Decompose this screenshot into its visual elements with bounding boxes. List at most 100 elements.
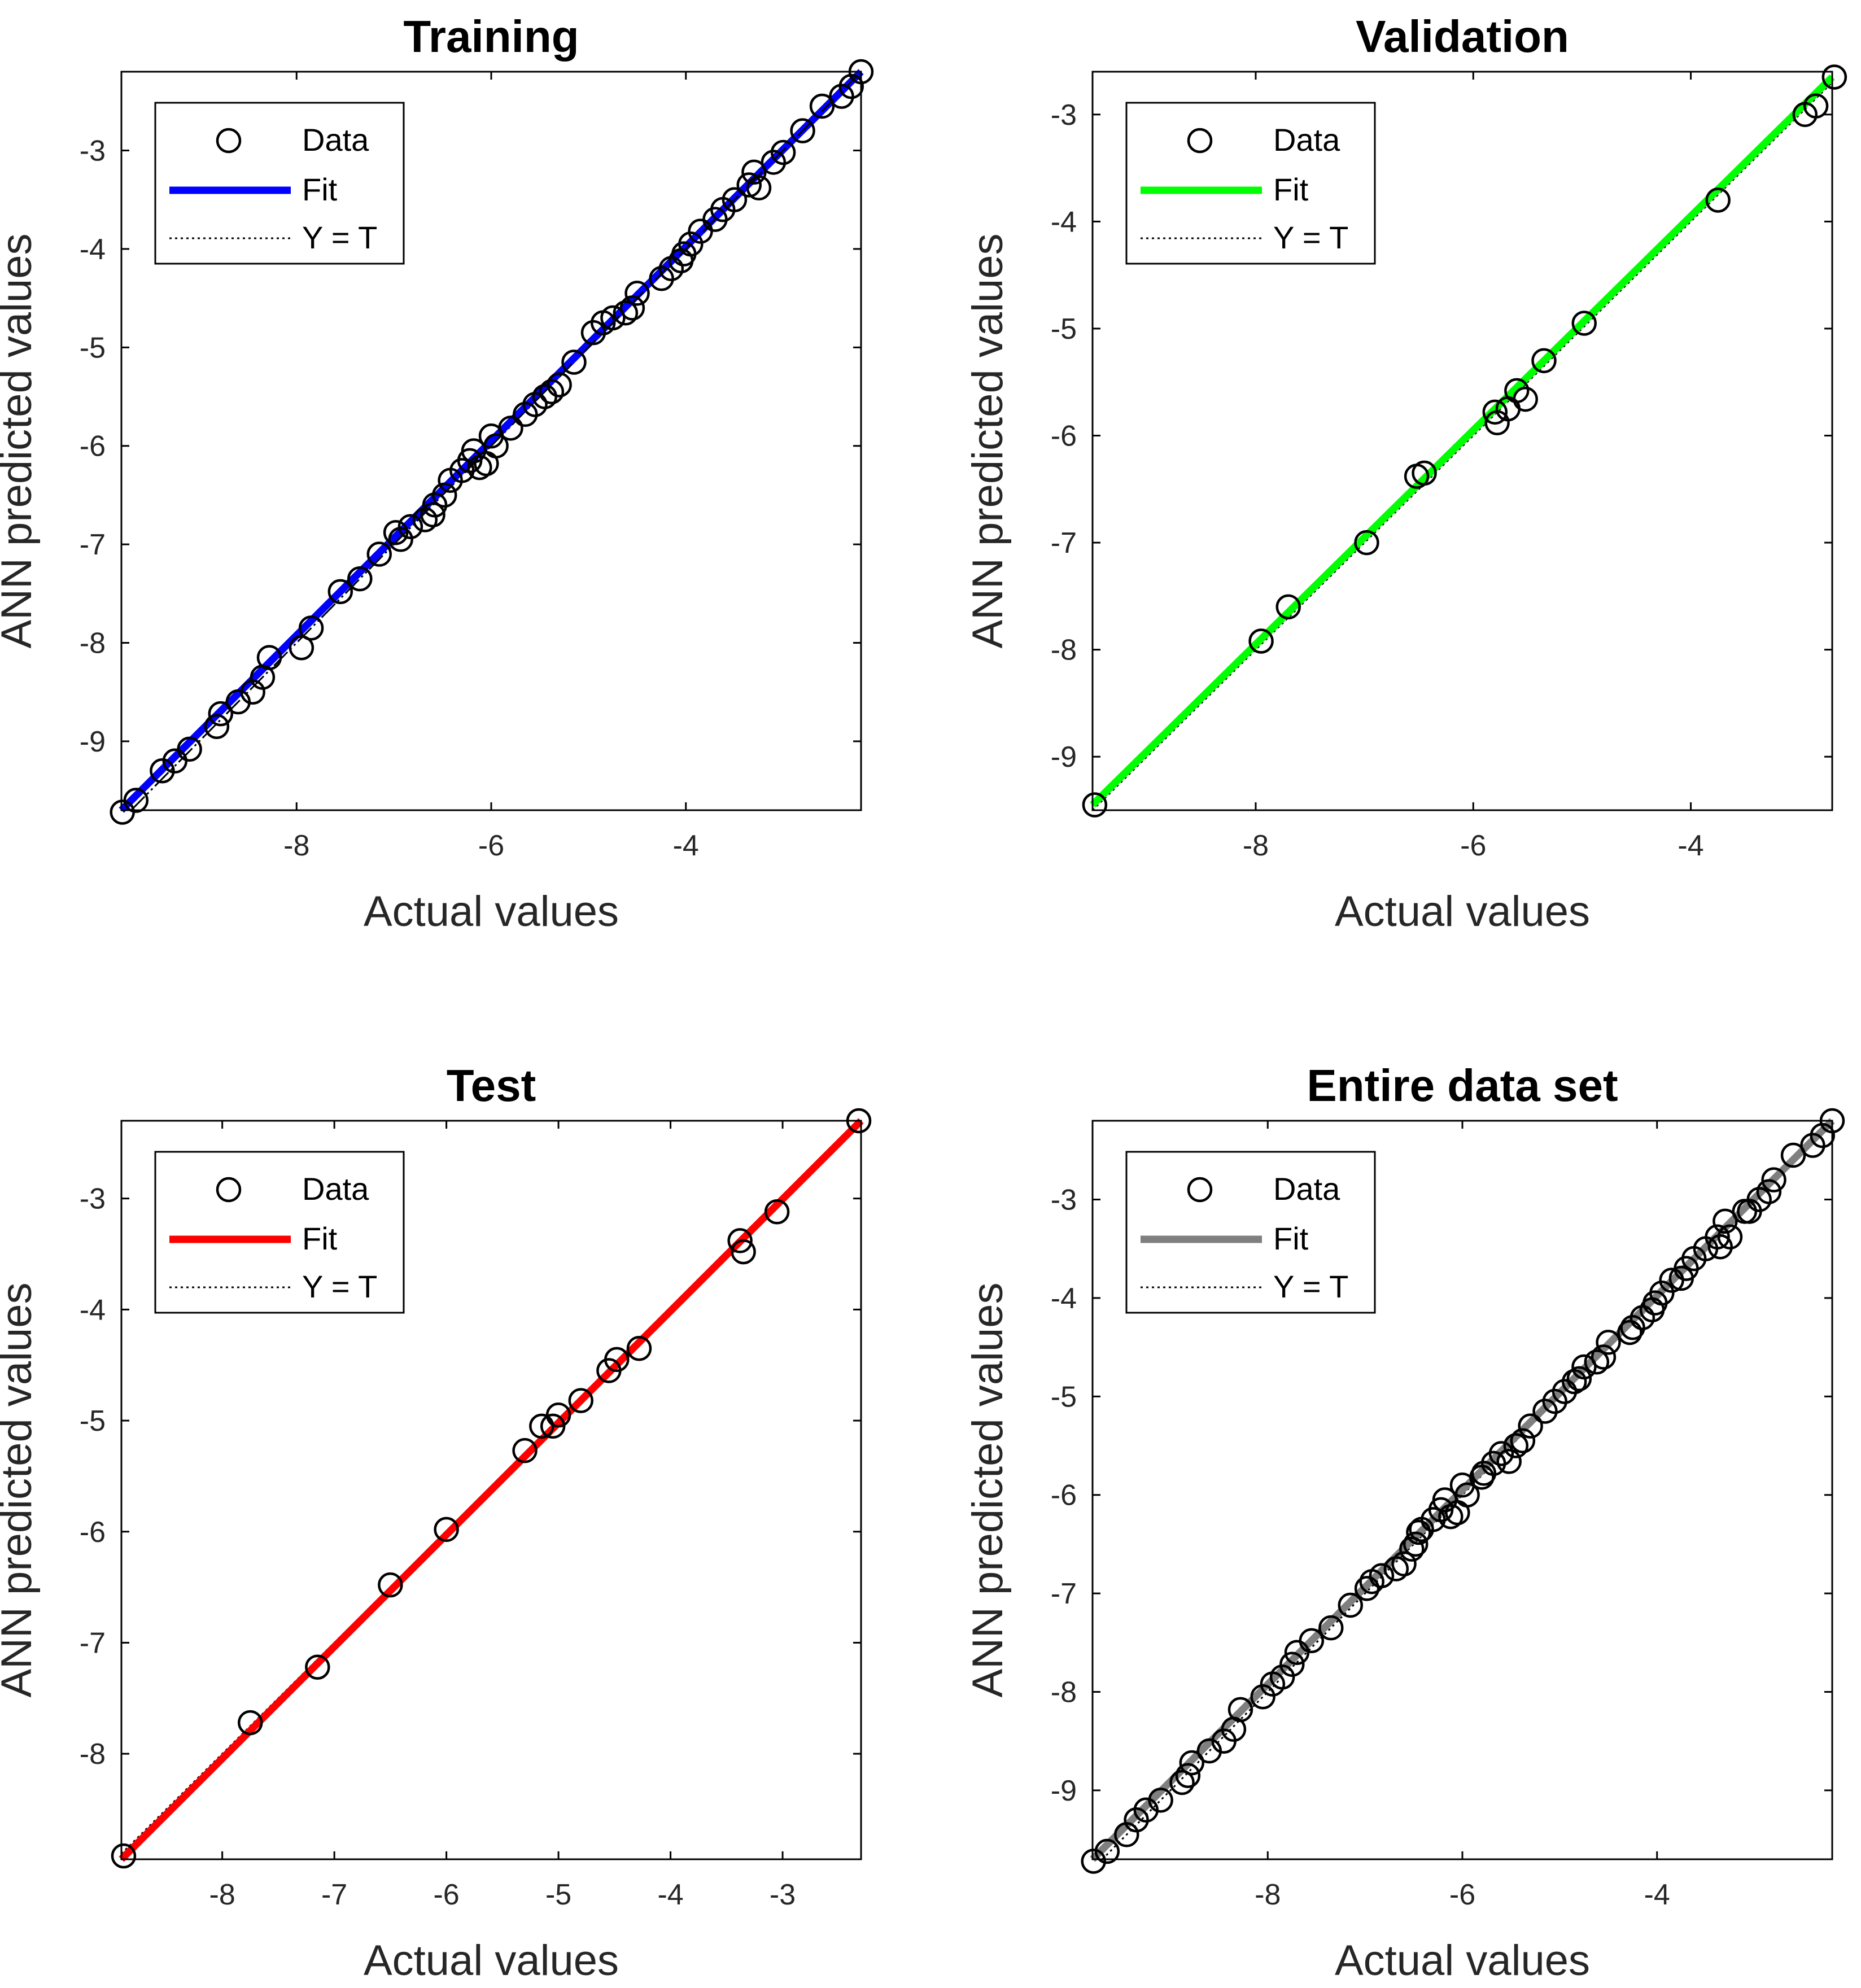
chart-title: Entire data set bbox=[1307, 1060, 1618, 1111]
data-point bbox=[1094, 1838, 1120, 1864]
y-tick-label: -5 bbox=[1051, 1380, 1077, 1413]
y-tick-label: -8 bbox=[80, 1738, 106, 1771]
data-point bbox=[1148, 1788, 1173, 1813]
y-tick-label: -6 bbox=[1051, 1479, 1077, 1512]
data-point bbox=[1275, 594, 1301, 620]
y-axis-label: ANN predicted values bbox=[964, 233, 1012, 648]
legend: Data Fit Y = T bbox=[1125, 1151, 1376, 1314]
legend-label: Fit bbox=[1273, 1221, 1309, 1256]
data-point bbox=[624, 281, 650, 306]
x-axis-label: Actual values bbox=[1335, 888, 1590, 936]
x-tick-label: -6 bbox=[478, 829, 504, 862]
y-axis-label: ANN predicted values bbox=[0, 233, 41, 648]
plot-frame bbox=[120, 1120, 862, 1860]
data-point bbox=[619, 295, 645, 321]
data-point bbox=[1620, 1314, 1645, 1340]
data-point bbox=[1496, 1449, 1522, 1474]
legend-data-marker bbox=[216, 1177, 242, 1203]
data-point bbox=[434, 1517, 459, 1543]
legend-data-marker bbox=[1187, 1177, 1213, 1203]
data-point bbox=[1518, 1413, 1543, 1439]
legend-label: Fit bbox=[302, 172, 338, 207]
data-point bbox=[1403, 1531, 1428, 1557]
data-point bbox=[1082, 792, 1108, 818]
legend-box bbox=[154, 102, 405, 265]
data-point bbox=[512, 1438, 538, 1463]
data-point bbox=[722, 187, 748, 212]
x-tick-label: -6 bbox=[433, 1878, 459, 1911]
y-tick-label: -6 bbox=[1051, 420, 1077, 453]
data-point bbox=[177, 736, 202, 762]
data-point bbox=[741, 159, 767, 185]
data-point bbox=[1617, 1319, 1642, 1345]
y-tick-label: -9 bbox=[1051, 1775, 1077, 1807]
data-point bbox=[432, 482, 457, 508]
data-point bbox=[649, 265, 674, 291]
chart-title: Test bbox=[447, 1060, 536, 1111]
data-point bbox=[420, 502, 445, 528]
data-point bbox=[1250, 1684, 1275, 1710]
data-point bbox=[736, 172, 762, 198]
y-tick-label: -8 bbox=[1051, 634, 1077, 667]
data-point bbox=[1596, 1330, 1621, 1355]
legend-data-marker bbox=[216, 128, 242, 154]
data-point bbox=[1124, 1807, 1149, 1833]
data-point bbox=[561, 349, 587, 375]
x-tick-label: -6 bbox=[1449, 1878, 1475, 1911]
y-tick-label: -3 bbox=[1051, 99, 1077, 132]
data-point bbox=[1445, 1500, 1470, 1526]
data-point bbox=[513, 401, 538, 427]
data-point bbox=[1406, 1519, 1431, 1545]
data-point bbox=[809, 93, 835, 119]
data-point bbox=[1713, 1208, 1738, 1234]
x-tick-label: -8 bbox=[209, 1878, 235, 1911]
x-axis-label: Actual values bbox=[1335, 1937, 1590, 1985]
data-point bbox=[1391, 1551, 1417, 1577]
data-point bbox=[1761, 1167, 1786, 1192]
chart-title: Training bbox=[403, 11, 579, 62]
data-point bbox=[1803, 93, 1829, 119]
data-point bbox=[498, 416, 523, 441]
y-tick-label: -4 bbox=[80, 1294, 106, 1326]
data-point bbox=[545, 1402, 571, 1428]
legend-box bbox=[1125, 1151, 1376, 1314]
data-point bbox=[1705, 1224, 1730, 1250]
data-point bbox=[1780, 1142, 1806, 1168]
x-tick-label: -8 bbox=[1255, 1878, 1281, 1911]
data-point bbox=[1504, 378, 1530, 404]
data-point bbox=[388, 527, 413, 552]
legend-label: Data bbox=[1273, 122, 1340, 158]
legend-label: Data bbox=[302, 122, 369, 158]
data-point bbox=[829, 84, 854, 109]
legend-label: Data bbox=[1273, 1171, 1340, 1207]
data-point bbox=[422, 492, 448, 518]
data-point bbox=[1503, 1433, 1529, 1458]
data-point bbox=[150, 758, 175, 784]
x-tick-label: -5 bbox=[545, 1878, 571, 1911]
y-tick-label: -6 bbox=[80, 1516, 106, 1549]
data-point bbox=[727, 1228, 753, 1253]
data-point bbox=[1175, 1763, 1201, 1789]
data-point bbox=[1454, 1482, 1480, 1508]
data-point bbox=[366, 541, 392, 567]
panel-entire-data-set: -8 -6 -4 -9 -8 -7 -6 -5 -4 -3 Entire data set Actua… bbox=[964, 1060, 1845, 1985]
y-tick-label: -9 bbox=[1051, 741, 1077, 774]
data-point bbox=[539, 379, 565, 405]
data-point bbox=[1821, 64, 1847, 90]
plot-frame bbox=[1091, 71, 1833, 811]
data-point bbox=[1482, 399, 1508, 425]
data-point bbox=[305, 1654, 330, 1680]
data-point bbox=[123, 788, 149, 813]
data-point bbox=[1510, 1428, 1536, 1454]
data-point bbox=[1412, 460, 1437, 486]
data-point bbox=[1571, 311, 1597, 336]
data-point bbox=[1248, 628, 1274, 654]
legend-label: Data bbox=[302, 1171, 369, 1207]
y-tick-label: -4 bbox=[1051, 1282, 1077, 1315]
data-point bbox=[1552, 1379, 1578, 1404]
data-point bbox=[289, 635, 314, 661]
data-point bbox=[604, 1347, 630, 1373]
data-point bbox=[1488, 1441, 1514, 1466]
data-point bbox=[1318, 1615, 1344, 1641]
